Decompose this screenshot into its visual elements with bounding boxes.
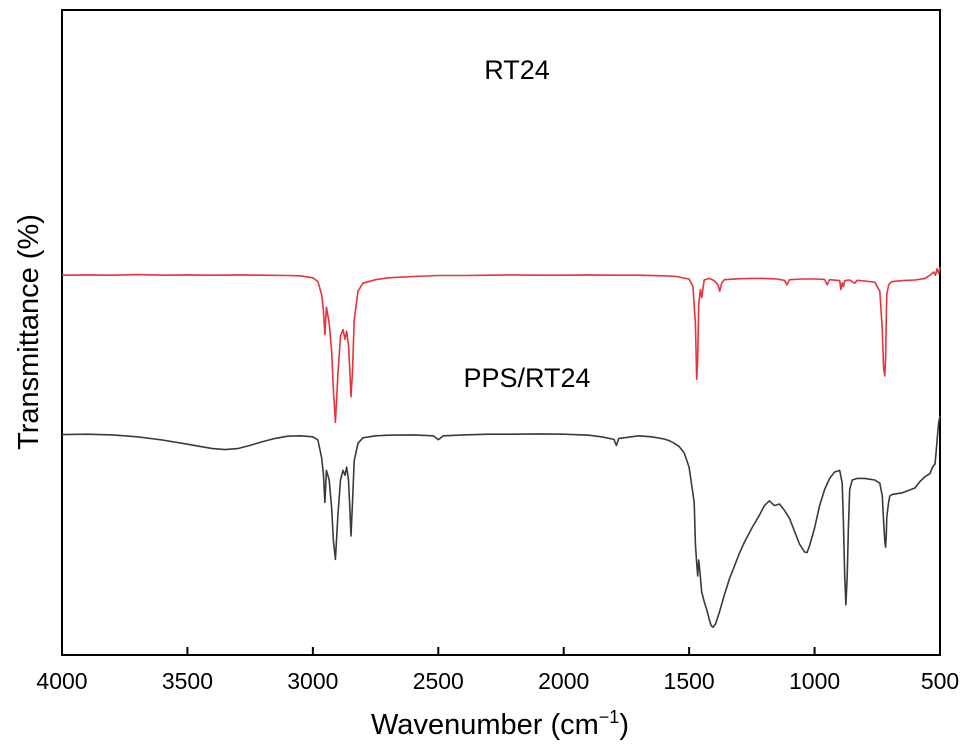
x-tick-label: 2000: [538, 668, 589, 694]
x-tick-label: 1500: [664, 668, 715, 694]
y-axis-title: Transmittance (%): [13, 214, 45, 450]
series-label-pps-rt24: PPS/RT24: [463, 363, 590, 393]
series-layer: [61, 267, 941, 629]
series-line-pps-rt24: [61, 415, 941, 629]
series-label-rt24: RT24: [484, 55, 550, 85]
x-axis-title-main: Wavenumber (cm: [371, 709, 599, 741]
x-tick-label: 3000: [287, 668, 338, 694]
plot-frame: [61, 9, 941, 656]
x-tick-label: 2500: [413, 668, 464, 694]
x-tick-label: 3500: [162, 668, 213, 694]
x-axis-title-end: ): [619, 709, 629, 741]
x-tick-label: 4000: [36, 668, 87, 694]
x-tick-label: 500: [921, 668, 959, 694]
x-axis-title: Wavenumber (cm−1): [371, 707, 629, 741]
x-axis-title-sup: −1: [599, 707, 620, 727]
series-line-rt24: [61, 267, 941, 424]
x-axis-ticks: 4000 3500 3000 2500 2000 1500 1000 500: [36, 647, 959, 694]
x-tick-label: 1000: [789, 668, 840, 694]
